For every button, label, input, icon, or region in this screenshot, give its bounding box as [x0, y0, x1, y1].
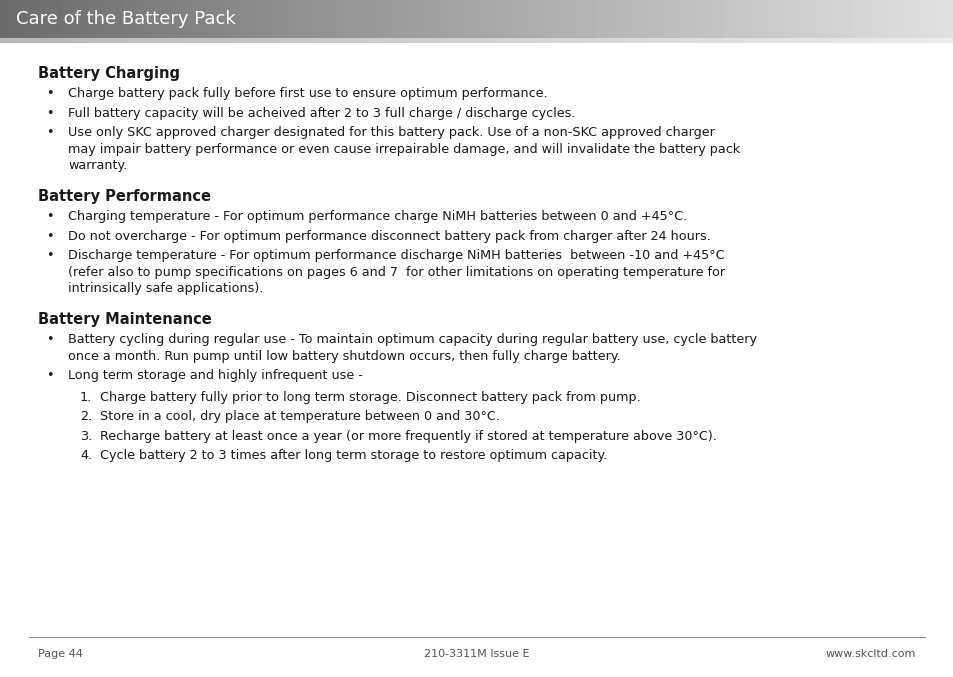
- Text: 2.: 2.: [80, 410, 92, 423]
- Text: Full battery capacity will be acheived after 2 to 3 full charge / discharge cycl: Full battery capacity will be acheived a…: [68, 107, 575, 120]
- Text: Battery Maintenance: Battery Maintenance: [38, 312, 212, 327]
- Text: •: •: [46, 127, 53, 139]
- Text: Battery Charging: Battery Charging: [38, 66, 180, 81]
- Text: •: •: [46, 230, 53, 243]
- Text: Recharge battery at least once a year (or more frequently if stored at temperatu: Recharge battery at least once a year (o…: [100, 430, 716, 443]
- Text: •: •: [46, 107, 53, 120]
- Text: Care of the Battery Pack: Care of the Battery Pack: [16, 10, 235, 28]
- Text: Do not overcharge - For optimum performance disconnect battery pack from charger: Do not overcharge - For optimum performa…: [68, 230, 710, 243]
- Text: •: •: [46, 87, 53, 100]
- Text: Cycle battery 2 to 3 times after long term storage to restore optimum capacity.: Cycle battery 2 to 3 times after long te…: [100, 450, 607, 462]
- Text: 210-3311M Issue E: 210-3311M Issue E: [424, 649, 529, 659]
- Text: Long term storage and highly infrequent use -: Long term storage and highly infrequent …: [68, 370, 362, 383]
- Text: warranty.: warranty.: [68, 160, 127, 173]
- Text: •: •: [46, 370, 53, 383]
- Text: (refer also to pump specifications on pages 6 and 7  for other limitations on op: (refer also to pump specifications on pa…: [68, 266, 724, 279]
- Text: may impair battery performance or even cause irrepairable damage, and will inval: may impair battery performance or even c…: [68, 143, 740, 156]
- Text: Charging temperature - For optimum performance charge NiMH batteries between 0 a: Charging temperature - For optimum perfo…: [68, 211, 686, 223]
- Text: intrinsically safe applications).: intrinsically safe applications).: [68, 282, 263, 295]
- Text: •: •: [46, 211, 53, 223]
- Text: once a month. Run pump until low battery shutdown occurs, then fully charge batt: once a month. Run pump until low battery…: [68, 350, 620, 363]
- Text: Battery Performance: Battery Performance: [38, 189, 211, 204]
- Text: 3.: 3.: [80, 430, 92, 443]
- Text: Store in a cool, dry place at temperature between 0 and 30°C.: Store in a cool, dry place at temperatur…: [100, 410, 499, 423]
- Text: 4.: 4.: [80, 450, 92, 462]
- Text: •: •: [46, 249, 53, 263]
- Text: Charge battery pack fully before first use to ensure optimum performance.: Charge battery pack fully before first u…: [68, 87, 547, 100]
- Text: Page 44: Page 44: [38, 649, 83, 659]
- Text: Battery cycling during regular use - To maintain optimum capacity during regular: Battery cycling during regular use - To …: [68, 333, 757, 347]
- Text: 1.: 1.: [80, 391, 92, 404]
- Text: www.skcltd.com: www.skcltd.com: [824, 649, 915, 659]
- Text: Discharge temperature - For optimum performance discharge NiMH batteries  betwee: Discharge temperature - For optimum perf…: [68, 249, 724, 263]
- Text: Use only SKC approved charger designated for this battery pack. Use of a non-SKC: Use only SKC approved charger designated…: [68, 127, 714, 139]
- Text: •: •: [46, 333, 53, 347]
- Text: Charge battery fully prior to long term storage. Disconnect battery pack from pu: Charge battery fully prior to long term …: [100, 391, 640, 404]
